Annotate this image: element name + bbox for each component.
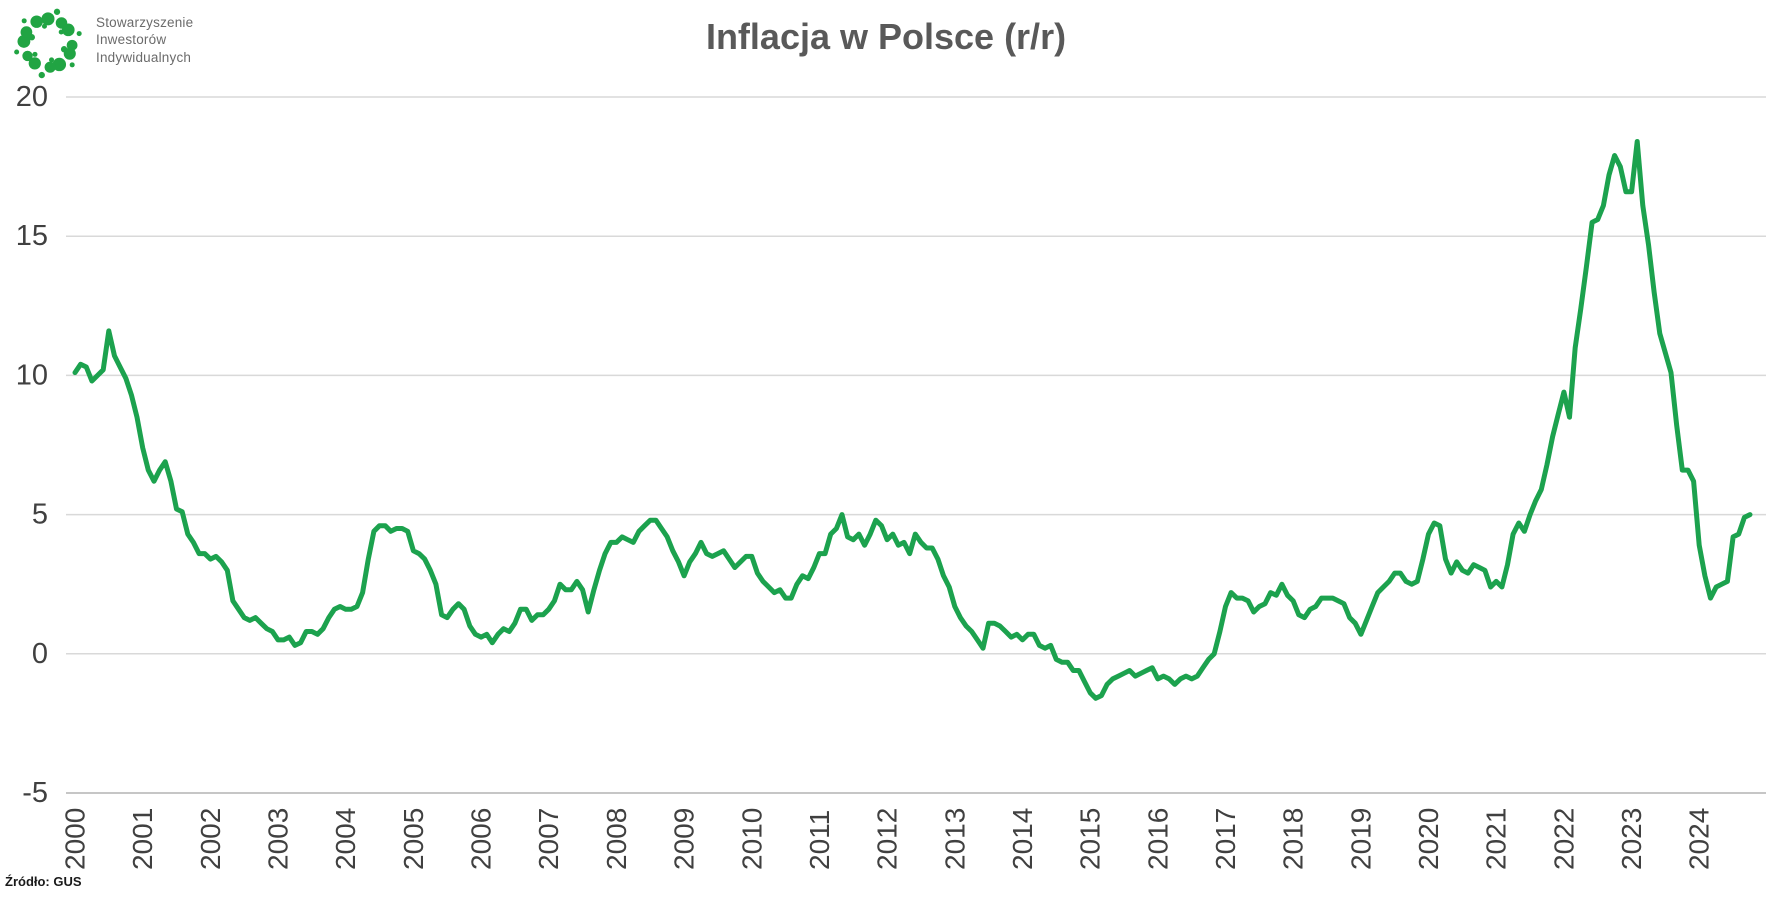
x-tick-label: 2018 bbox=[1278, 808, 1309, 870]
y-tick-label: 10 bbox=[16, 359, 48, 391]
x-tick-label: 2023 bbox=[1616, 808, 1647, 870]
x-tick-label: 2013 bbox=[939, 808, 970, 870]
inflation-line bbox=[72, 139, 1753, 701]
x-tick-label: 2008 bbox=[601, 808, 632, 870]
x-tick-label: 2009 bbox=[669, 808, 700, 870]
y-tick-label: 0 bbox=[32, 638, 48, 670]
x-tick-label: 2011 bbox=[804, 810, 835, 870]
sii-org-name: Stowarzyszenie Inwestorów Indywidualnych bbox=[96, 14, 193, 66]
x-tick-label: 2007 bbox=[533, 808, 564, 870]
y-tick-label: 15 bbox=[16, 220, 48, 252]
x-tick-label: 2024 bbox=[1684, 808, 1715, 870]
source-label: Źródło: GUS bbox=[5, 874, 82, 889]
x-tick-label: 2006 bbox=[466, 808, 497, 870]
sii-logo: Stowarzyszenie Inwestorów Indywidualnych bbox=[8, 4, 193, 84]
x-tick-label: 2021 bbox=[1481, 808, 1512, 870]
org-name-line: Stowarzyszenie bbox=[96, 15, 194, 30]
x-tick-label: 2022 bbox=[1548, 808, 1579, 870]
org-name-line: Inwestorów bbox=[96, 32, 167, 48]
org-name-line: Indywidualnych bbox=[96, 49, 192, 65]
x-tick-label: 2019 bbox=[1345, 808, 1376, 870]
x-tick-label: 2020 bbox=[1413, 808, 1444, 870]
y-tick-label: -5 bbox=[22, 777, 48, 809]
x-tick-label: 2016 bbox=[1142, 808, 1173, 870]
x-tick-label: 2012 bbox=[872, 808, 903, 870]
x-tick-label: 2005 bbox=[398, 808, 429, 870]
page-title: Inflacja w Polsce (r/r) bbox=[705, 16, 1067, 57]
x-tick-label: 2003 bbox=[263, 808, 294, 870]
x-tick-label: 2002 bbox=[195, 808, 226, 870]
x-tick-label: 2017 bbox=[1210, 808, 1241, 870]
x-tick-label: 2015 bbox=[1075, 808, 1106, 870]
x-tick-label: 2000 bbox=[60, 808, 91, 870]
sii-logo-icon bbox=[14, 8, 82, 79]
x-tick-label: 2004 bbox=[330, 808, 361, 870]
x-tick-label: 2010 bbox=[736, 808, 767, 870]
x-tick-label: 2001 bbox=[127, 808, 158, 870]
y-tick-label: 20 bbox=[16, 81, 48, 113]
x-tick-label: 2014 bbox=[1007, 808, 1038, 870]
y-tick-label: 5 bbox=[32, 499, 48, 531]
